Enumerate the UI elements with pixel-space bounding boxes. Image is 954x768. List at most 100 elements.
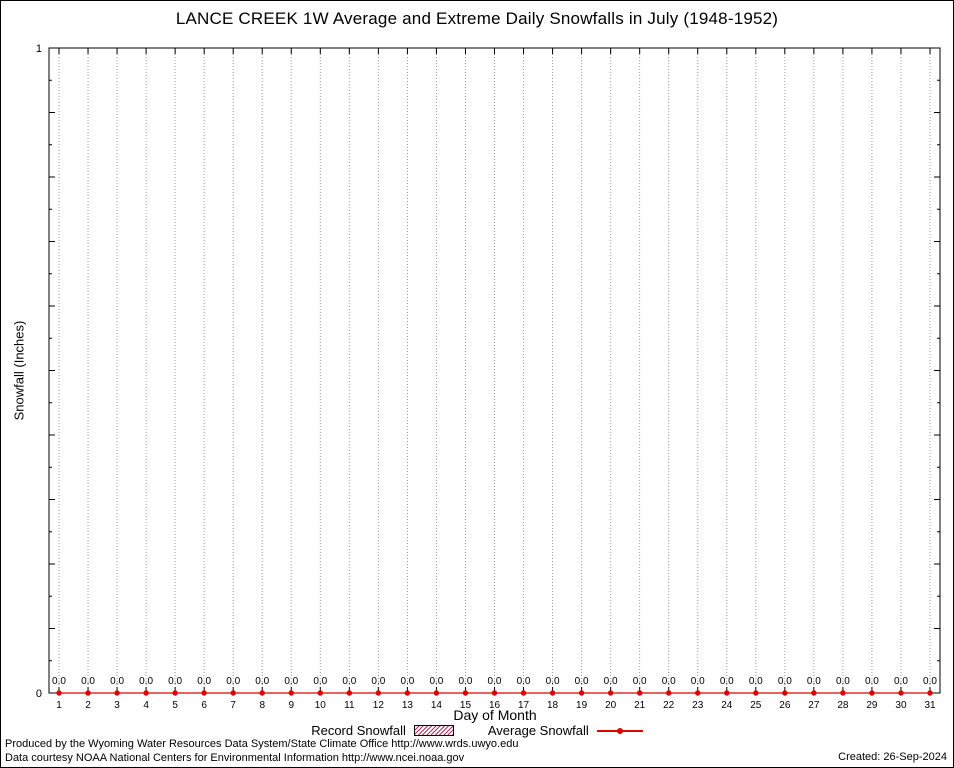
data-point (491, 690, 498, 696)
data-point (607, 690, 614, 696)
data-point (462, 690, 469, 696)
data-point (404, 690, 411, 696)
x-tick-label: 11 (344, 700, 355, 711)
value-label: 0.0 (749, 676, 763, 687)
x-tick-label: 19 (576, 700, 588, 711)
x-tick-label: 16 (489, 700, 501, 711)
legend-item-average: Average Snowfall (488, 723, 643, 738)
value-label: 0.0 (546, 676, 560, 687)
value-label: 0.0 (342, 676, 356, 687)
value-label: 0.0 (633, 676, 647, 687)
x-tick-label: 18 (547, 700, 559, 711)
data-point (811, 690, 817, 696)
value-label: 0.0 (517, 676, 531, 687)
average-snowfall-swatch (596, 727, 643, 734)
y-tick-label: 0 (36, 688, 42, 700)
x-tick-label: 27 (808, 700, 820, 711)
data-point (375, 690, 382, 696)
value-label: 0.0 (778, 676, 792, 687)
x-tick-label: 5 (172, 700, 178, 711)
x-tick-label: 23 (692, 700, 704, 711)
average-point-marker (616, 727, 623, 734)
data-point (578, 690, 585, 696)
x-tick-label: 31 (924, 700, 936, 711)
data-point (259, 690, 265, 696)
value-label: 0.0 (662, 676, 676, 687)
data-point (869, 690, 875, 696)
data-point (230, 690, 236, 696)
value-label: 0.0 (575, 676, 589, 687)
data-point (317, 690, 323, 696)
x-tick-label: 1 (56, 700, 62, 711)
value-label: 0.0 (429, 676, 443, 687)
value-label: 0.0 (400, 676, 414, 687)
x-tick-label: 13 (402, 700, 414, 711)
x-tick-label: 7 (230, 700, 236, 711)
value-label: 0.0 (313, 676, 327, 687)
x-tick-label: 3 (114, 700, 120, 711)
x-tick-label: 6 (201, 700, 207, 711)
chart-title: LANCE CREEK 1W Average and Extreme Daily… (175, 9, 779, 28)
x-tick-label: 20 (605, 700, 617, 711)
data-point (520, 690, 527, 696)
data-point (724, 690, 730, 696)
created-date: Created: 26-Sep-2024 (838, 751, 947, 763)
data-point (288, 690, 294, 696)
data-point (549, 690, 556, 696)
x-tick-label: 10 (315, 700, 327, 711)
x-tick-label: 8 (259, 700, 265, 711)
x-tick-label: 2 (85, 700, 91, 711)
data-point (346, 690, 353, 696)
value-label: 0.0 (865, 676, 879, 687)
value-label: 0.0 (459, 676, 473, 687)
value-label: 0.0 (720, 676, 734, 687)
data-point (56, 690, 62, 696)
x-tick-label: 17 (518, 700, 530, 711)
legend: Record Snowfall Average Snowfall (1, 723, 953, 738)
data-point (898, 690, 904, 696)
value-label: 0.0 (836, 676, 850, 687)
data-point (201, 690, 207, 696)
x-tick-label: 15 (460, 700, 472, 711)
x-tick-label: 28 (837, 700, 849, 711)
legend-item-record: Record Snowfall (311, 723, 454, 738)
value-label: 0.0 (488, 676, 502, 687)
y-tick-label: 1 (36, 43, 42, 55)
value-label: 0.0 (807, 676, 821, 687)
data-point (172, 690, 178, 696)
value-label: 0.0 (52, 676, 66, 687)
value-label: 0.0 (894, 676, 908, 687)
data-point (753, 690, 759, 696)
record-snowfall-swatch (413, 725, 454, 736)
x-tick-label: 9 (288, 700, 294, 711)
value-label: 0.0 (197, 676, 211, 687)
data-point (927, 690, 933, 696)
value-label: 0.0 (226, 676, 240, 687)
value-label: 0.0 (139, 676, 153, 687)
value-label: 0.0 (168, 676, 182, 687)
value-label: 0.0 (691, 676, 705, 687)
value-label: 0.0 (604, 676, 618, 687)
x-tick-label: 26 (779, 700, 791, 711)
x-tick-label: 24 (721, 700, 733, 711)
x-tick-label: 4 (143, 700, 149, 711)
value-label: 0.0 (110, 676, 124, 687)
legend-record-label: Record Snowfall (311, 723, 406, 738)
value-label: 0.0 (923, 676, 937, 687)
value-label: 0.0 (81, 676, 95, 687)
data-point (143, 690, 149, 696)
footer-courtesy: Data courtesy NOAA National Centers for … (5, 752, 465, 764)
footer-producer: Produced by the Wyoming Water Resources … (5, 738, 519, 750)
legend-average-label: Average Snowfall (487, 723, 589, 738)
data-point (840, 690, 846, 696)
x-tick-label: 30 (895, 700, 907, 711)
data-point (636, 690, 643, 696)
x-tick-label: 29 (866, 700, 878, 711)
data-point (666, 690, 672, 696)
x-tick-label: 25 (750, 700, 762, 711)
value-label: 0.0 (284, 676, 298, 687)
data-point (433, 690, 440, 696)
value-label: 0.0 (255, 676, 269, 687)
x-tick-label: 12 (373, 700, 385, 711)
